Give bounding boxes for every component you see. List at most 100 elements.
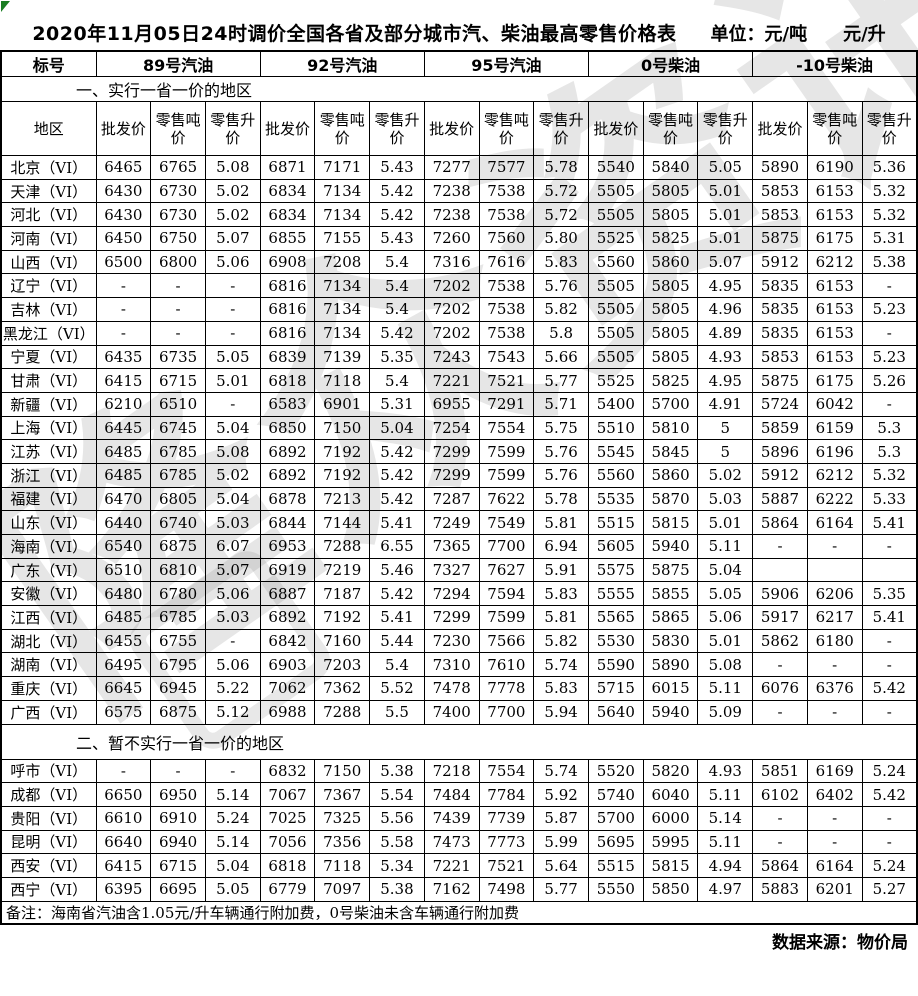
price-cell-5: 5.04 — [369, 415, 425, 441]
price-cell-7: 7538 — [478, 320, 535, 346]
price-cell-14: - — [861, 320, 918, 346]
price-cell-1: 6785 — [150, 605, 206, 630]
price-cell-8: 5.77 — [533, 368, 589, 393]
price-cell-1: 6750 — [150, 226, 206, 251]
price-cell-5: 5.42 — [369, 581, 425, 607]
price-cell-0: 6610 — [95, 805, 152, 831]
price-cell-5: 5.5 — [369, 699, 425, 725]
price-cell-7: 7594 — [478, 581, 535, 607]
price-cell-3: 6818 — [259, 853, 316, 878]
price-cell-7: 7549 — [478, 510, 535, 535]
price-cell-5: 5.43 — [369, 155, 425, 180]
price-cell-0: - — [95, 320, 152, 346]
data-source: 数据来源：物价局 — [772, 932, 908, 953]
price-cell-10: 5850 — [642, 876, 699, 902]
price-cell-11: 5.14 — [697, 805, 754, 831]
price-cell-10: 5890 — [642, 652, 699, 678]
price-cell-4: 7171 — [314, 155, 371, 180]
price-cell-3: 6892 — [259, 462, 316, 488]
price-cell-14: 5.31 — [861, 226, 918, 251]
price-cell-3: 6818 — [259, 368, 316, 393]
price-cell-6: 6955 — [423, 391, 480, 417]
price-cell-9: 5510 — [587, 415, 644, 441]
price-cell-9: 5590 — [587, 652, 644, 678]
price-cell-5: 5.34 — [369, 853, 425, 878]
table-row: 黑龙江（VI） - - -6816 7134 5.42 7202 7538 5.8 5505 580… — [0, 320, 918, 346]
price-cell-11: 4.93 — [697, 758, 754, 784]
price-cell-12: - — [752, 699, 808, 725]
price-cell-12: 5875 — [752, 368, 808, 393]
price-cell-13: 6402 — [806, 782, 863, 807]
price-cell-7: 7784 — [478, 782, 535, 807]
price-cell-9: 5565 — [587, 605, 644, 630]
price-cell-6: 7365 — [423, 534, 480, 559]
price-cell-4: 7288 — [314, 699, 371, 725]
price-cell-8: 5.81 — [533, 510, 589, 535]
price-cell-10: 5995 — [642, 829, 699, 855]
price-cell-13: - — [806, 534, 863, 559]
price-cell-13: 6196 — [806, 439, 863, 464]
price-cell-4: 7160 — [314, 628, 371, 654]
price-cell-8: 5.87 — [533, 805, 589, 831]
price-cell-7: 7700 — [478, 699, 535, 725]
table-row: 新疆（VI） 6210 6510-6583 6901 5.31 6955 7291 5.71 5… — [0, 391, 918, 417]
price-cell-12: 5835 — [752, 320, 808, 346]
price-cell-1: 6810 — [150, 557, 206, 583]
price-cell-14: - — [861, 628, 918, 654]
price-cell-13: 6153 — [806, 320, 863, 346]
price-cell-13: 6376 — [806, 676, 863, 701]
unit-label-ton: 单位：元/吨 — [710, 24, 808, 45]
price-cell-0: 6575 — [95, 699, 152, 725]
price-cell-14: - — [861, 829, 918, 855]
price-cell-13: 6159 — [806, 415, 863, 441]
price-cell-5: 5.41 — [369, 605, 425, 630]
price-cell-7: 7599 — [478, 462, 535, 488]
price-cell-13: 6042 — [806, 391, 863, 417]
price-cell-5: 5.42 — [369, 462, 425, 488]
price-cell-10: 5825 — [642, 368, 699, 393]
price-cell-11: 4.93 — [697, 344, 754, 370]
price-cell-11: 5.11 — [697, 829, 754, 855]
price-cell-3: 7025 — [259, 805, 316, 831]
price-cell-14: - — [861, 652, 918, 678]
price-cell-14: 5.41 — [861, 510, 918, 535]
price-cell-4: 7097 — [314, 876, 371, 902]
price-cell-12: 6076 — [752, 676, 808, 701]
price-cell-12: 5835 — [752, 297, 808, 322]
price-cell-13: - — [806, 699, 863, 725]
price-cell-5: 5.42 — [369, 202, 425, 228]
price-column-header-2-0: 批发价 — [423, 101, 480, 156]
price-cell-2: 5.24 — [204, 805, 261, 831]
price-cell-1: 6755 — [150, 628, 206, 654]
price-cell-0: - — [95, 758, 152, 784]
price-cell-9: 5505 — [587, 297, 644, 322]
price-cell-3: 6779 — [259, 876, 316, 902]
price-cell-12: 5853 — [752, 178, 808, 204]
price-cell-3: 6834 — [259, 178, 316, 204]
price-cell-14: 5.27 — [861, 876, 918, 902]
price-cell-1: 6910 — [150, 805, 206, 831]
region-cell: 重庆（VI） — [0, 676, 97, 701]
section-title-2: 二、暂不实行一省一价的地区 — [0, 723, 918, 760]
price-cell-12: 6102 — [752, 782, 808, 807]
price-cell-3: 6834 — [259, 202, 316, 228]
table-row: 昆明（VI） 6640 6940 5.14 7056 7356 5.58 7473 7773 5.… — [0, 829, 918, 855]
price-cell-13: 6169 — [806, 758, 863, 784]
price-cell-3: 6871 — [259, 155, 316, 180]
price-cell-4: 7150 — [314, 758, 371, 784]
price-cell-7: 7599 — [478, 605, 535, 630]
price-cell-2: 5.02 — [204, 202, 261, 228]
price-cell-10: 5940 — [642, 699, 699, 725]
price-cell-4: 7134 — [314, 202, 371, 228]
price-cell-5: 5.41 — [369, 510, 425, 535]
table-row: 河北（VI） 6430 6730 5.02 6834 7134 5.42 7238 7538 5.… — [0, 202, 918, 228]
table-row: 安徽（VI） 6480 6780 5.06 6887 7187 5.42 7294 7594 5.… — [0, 581, 918, 607]
price-cell-13: 6153 — [806, 178, 863, 204]
price-cell-6: 7294 — [423, 581, 480, 607]
price-cell-2: 5.04 — [204, 853, 261, 878]
price-cell-3: 6892 — [259, 439, 316, 464]
price-cell-14: 5.24 — [861, 853, 918, 878]
region-cell: 浙江（VI） — [0, 462, 97, 488]
price-cell-8: 5.66 — [533, 344, 589, 370]
table-row: 广东（VI） 6510 6810 5.07 6919 7219 5.46 7327 7627 5.… — [0, 557, 918, 583]
